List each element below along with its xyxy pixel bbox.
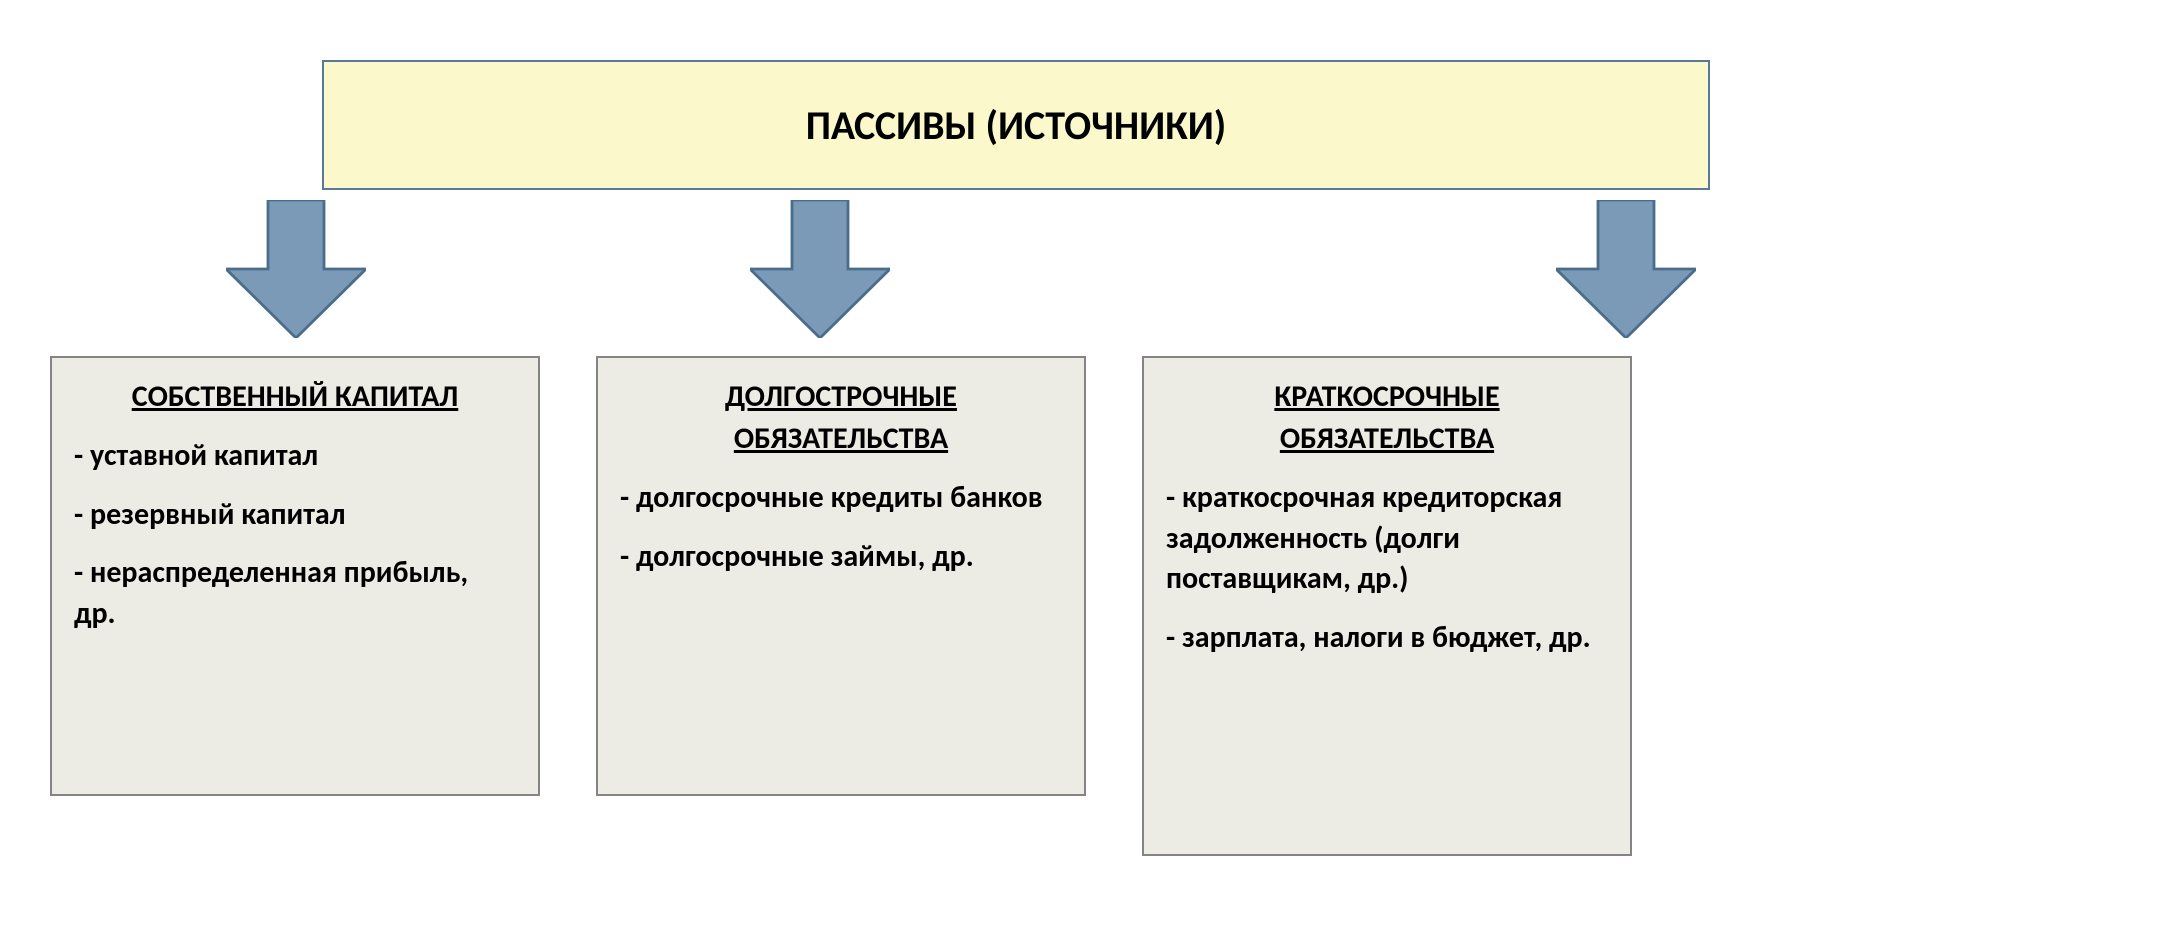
child-title: СОБСТВЕННЫЙ КАПИТАЛ bbox=[74, 376, 516, 418]
child-title: ДОЛГОСТРОЧНЫЕ ОБЯЗАТЕЛЬСТВА bbox=[620, 376, 1062, 460]
child-title: КРАТКОСРОЧНЫЕ ОБЯЗАТЕЛЬСТВА bbox=[1166, 376, 1608, 460]
child-item: - уставной капитал bbox=[74, 436, 516, 477]
child-node: ДОЛГОСТРОЧНЫЕ ОБЯЗАТЕЛЬСТВА - долгосрочн… bbox=[596, 356, 1086, 796]
arrow-down-icon bbox=[750, 200, 890, 338]
child-node: СОБСТВЕННЫЙ КАПИТАЛ - уставной капитал - … bbox=[50, 356, 540, 796]
root-node: ПАССИВЫ (ИСТОЧНИКИ) bbox=[322, 60, 1710, 190]
child-item: - резервный капитал bbox=[74, 495, 516, 536]
child-item: - краткосрочная кредиторская задолженнос… bbox=[1166, 478, 1608, 600]
child-node: КРАТКОСРОЧНЫЕ ОБЯЗАТЕЛЬСТВА - краткосрочн… bbox=[1142, 356, 1632, 856]
root-label: ПАССИВЫ (ИСТОЧНИКИ) bbox=[806, 101, 1227, 150]
child-item: - нераспределенная прибыль, др. bbox=[74, 553, 516, 634]
child-item: - зарплата, налоги в бюджет, др. bbox=[1166, 618, 1608, 659]
arrow-down-icon bbox=[1556, 200, 1696, 338]
arrow-down-icon bbox=[226, 200, 366, 338]
child-item: - долгосрочные займы, др. bbox=[620, 537, 1062, 578]
child-item: - долгосрочные кредиты банков bbox=[620, 478, 1062, 519]
